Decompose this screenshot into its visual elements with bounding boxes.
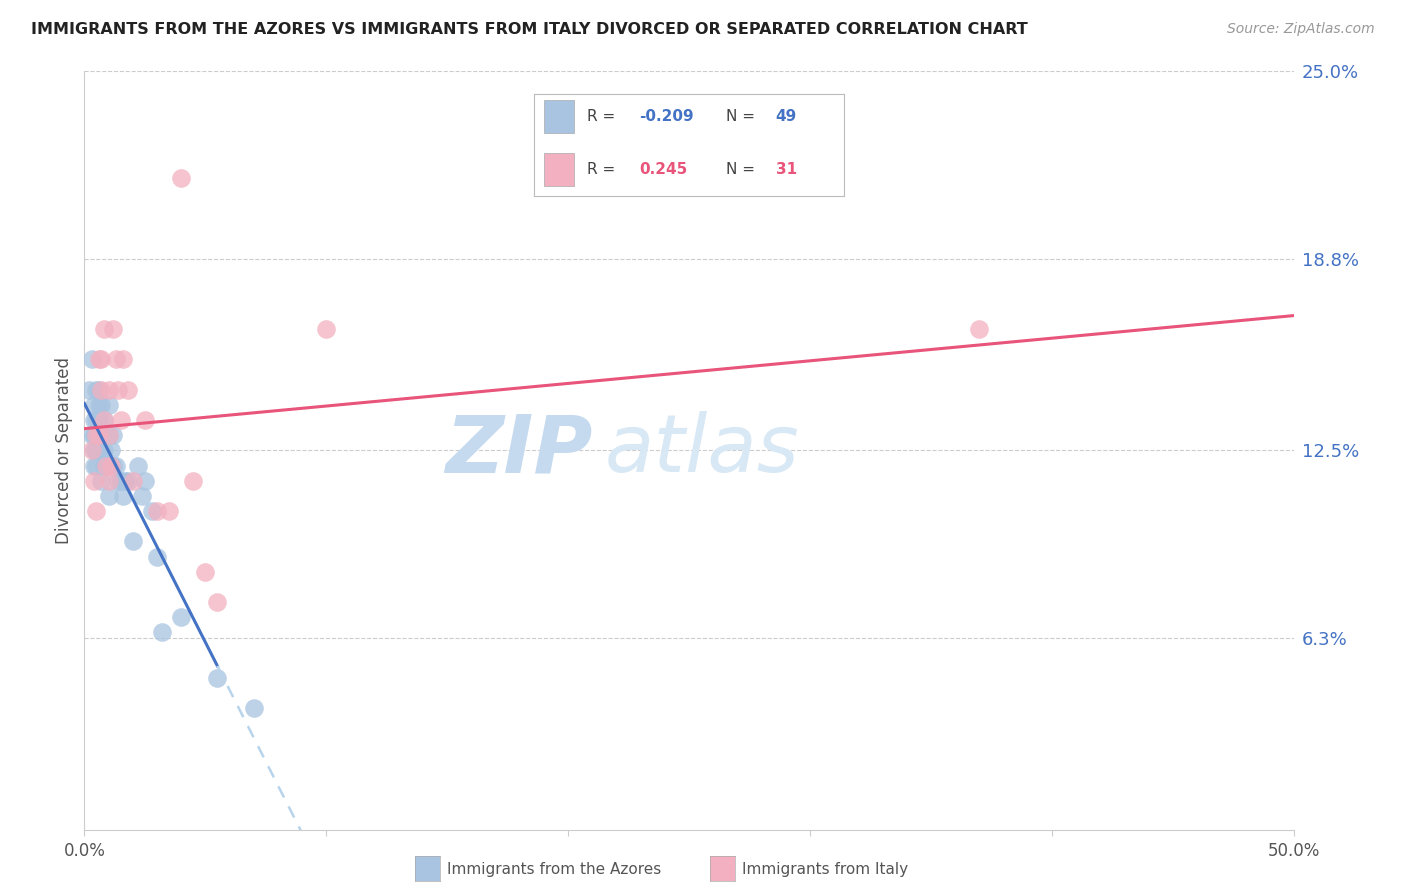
Point <box>83 398 105 412</box>
Point <box>94 458 117 473</box>
Point <box>97 428 120 442</box>
Point <box>90 474 112 488</box>
FancyBboxPatch shape <box>544 153 575 186</box>
Point <box>146 504 169 518</box>
Point <box>103 322 125 336</box>
Point <box>87 443 110 458</box>
Point <box>150 625 173 640</box>
Point <box>103 428 125 442</box>
Point <box>86 383 108 397</box>
Point <box>87 413 110 427</box>
Point <box>86 458 108 473</box>
Point <box>93 322 115 336</box>
Text: R =: R = <box>586 162 624 178</box>
Text: Immigrants from the Azores: Immigrants from the Azores <box>447 863 661 877</box>
Point <box>87 398 110 412</box>
Point <box>90 443 112 458</box>
Text: 31: 31 <box>776 162 797 178</box>
Point <box>80 352 103 367</box>
Text: Source: ZipAtlas.com: Source: ZipAtlas.com <box>1227 22 1375 37</box>
Point <box>77 383 100 397</box>
Text: atlas: atlas <box>605 411 799 490</box>
Point <box>107 383 129 397</box>
Point <box>87 352 110 367</box>
Point <box>93 413 115 427</box>
Point <box>87 428 110 442</box>
Point <box>207 671 229 685</box>
Point <box>134 413 156 427</box>
Point <box>110 474 132 488</box>
Point <box>97 489 120 503</box>
Text: N =: N = <box>725 109 759 124</box>
Point <box>146 549 169 564</box>
Point <box>207 595 229 609</box>
Point <box>315 322 337 336</box>
Point <box>83 474 105 488</box>
Point <box>100 458 122 473</box>
Point <box>90 352 112 367</box>
Point <box>90 428 112 442</box>
Point <box>86 428 108 442</box>
Point <box>110 413 132 427</box>
Point <box>181 474 204 488</box>
Point <box>83 428 105 442</box>
Point <box>104 458 127 473</box>
Point <box>97 428 120 442</box>
Point <box>127 458 149 473</box>
Text: 0.245: 0.245 <box>640 162 688 178</box>
Point <box>93 413 115 427</box>
Text: N =: N = <box>725 162 765 178</box>
Point <box>242 701 264 715</box>
Point <box>97 474 120 488</box>
Text: -0.209: -0.209 <box>640 109 695 124</box>
Point <box>141 504 163 518</box>
Point <box>131 489 153 503</box>
Point <box>97 458 120 473</box>
Point <box>90 383 112 397</box>
Point <box>121 474 143 488</box>
Text: Immigrants from Italy: Immigrants from Italy <box>742 863 908 877</box>
Point <box>80 428 103 442</box>
Point <box>86 413 108 427</box>
Point <box>93 458 115 473</box>
Point <box>112 489 135 503</box>
Point <box>134 474 156 488</box>
Point <box>87 383 110 397</box>
Point <box>93 443 115 458</box>
Point <box>967 322 990 336</box>
Text: IMMIGRANTS FROM THE AZORES VS IMMIGRANTS FROM ITALY DIVORCED OR SEPARATED CORREL: IMMIGRANTS FROM THE AZORES VS IMMIGRANTS… <box>31 22 1028 37</box>
Point <box>86 504 108 518</box>
Y-axis label: Divorced or Separated: Divorced or Separated <box>55 357 73 544</box>
Point <box>97 398 120 412</box>
Point <box>94 458 117 473</box>
Point <box>121 534 143 549</box>
Point <box>90 398 112 412</box>
Point <box>83 443 105 458</box>
Text: R =: R = <box>586 109 620 124</box>
Point <box>194 565 217 579</box>
Point <box>83 458 105 473</box>
Text: ZIP: ZIP <box>444 411 592 490</box>
Point <box>117 383 139 397</box>
Text: 49: 49 <box>776 109 797 124</box>
Point <box>114 474 136 488</box>
Point <box>157 504 180 518</box>
Point <box>97 383 120 397</box>
Point <box>103 458 125 473</box>
Point <box>94 428 117 442</box>
Point <box>86 443 108 458</box>
Point <box>117 474 139 488</box>
Point <box>170 610 193 624</box>
Point <box>107 474 129 488</box>
FancyBboxPatch shape <box>544 100 575 133</box>
Point <box>80 443 103 458</box>
Point <box>83 413 105 427</box>
Point <box>170 170 193 185</box>
Point <box>100 443 122 458</box>
Point <box>112 352 135 367</box>
Point <box>104 352 127 367</box>
Point <box>86 428 108 442</box>
